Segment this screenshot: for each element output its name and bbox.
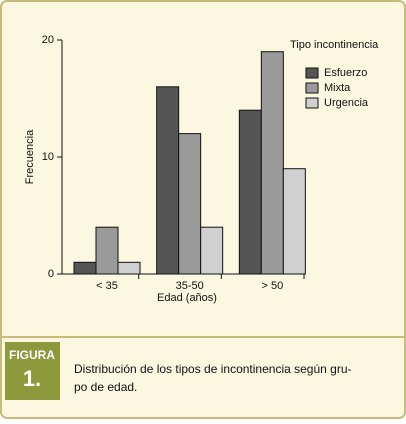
x-tick-label: < 35	[96, 280, 118, 292]
legend-label: Urgencia	[324, 97, 369, 109]
bar	[95, 226, 119, 275]
bar	[282, 168, 306, 275]
bar	[117, 261, 141, 275]
caption-line: po de edad.	[74, 380, 137, 394]
y-tick-label: 10	[42, 151, 54, 163]
bar	[238, 109, 262, 275]
legend-label: Mixta	[324, 82, 351, 94]
figure-badge	[5, 342, 60, 400]
legend-swatch	[305, 97, 319, 109]
legend-swatch	[305, 67, 319, 79]
y-axis-label: Frecuencia	[24, 129, 36, 184]
caption-line: Distribución de los tipos de incontinenc…	[74, 362, 352, 376]
bar	[156, 86, 180, 275]
x-tick-label: 35-50	[176, 280, 204, 292]
bar	[178, 133, 202, 275]
legend-title: Tipo incontinencia	[290, 39, 379, 51]
y-tick-label: 0	[48, 268, 54, 280]
y-tick-label: 20	[42, 34, 54, 46]
bar	[73, 261, 97, 275]
bar	[200, 226, 224, 275]
bar	[260, 51, 284, 275]
legend-swatch	[305, 82, 319, 94]
x-axis-label: Edad (años)	[157, 292, 217, 304]
legend-label: Esfuerzo	[324, 67, 367, 79]
x-tick-label: > 50	[261, 280, 283, 292]
figure-number: 1.	[23, 366, 41, 391]
figure-label: FIGURA	[9, 348, 55, 362]
